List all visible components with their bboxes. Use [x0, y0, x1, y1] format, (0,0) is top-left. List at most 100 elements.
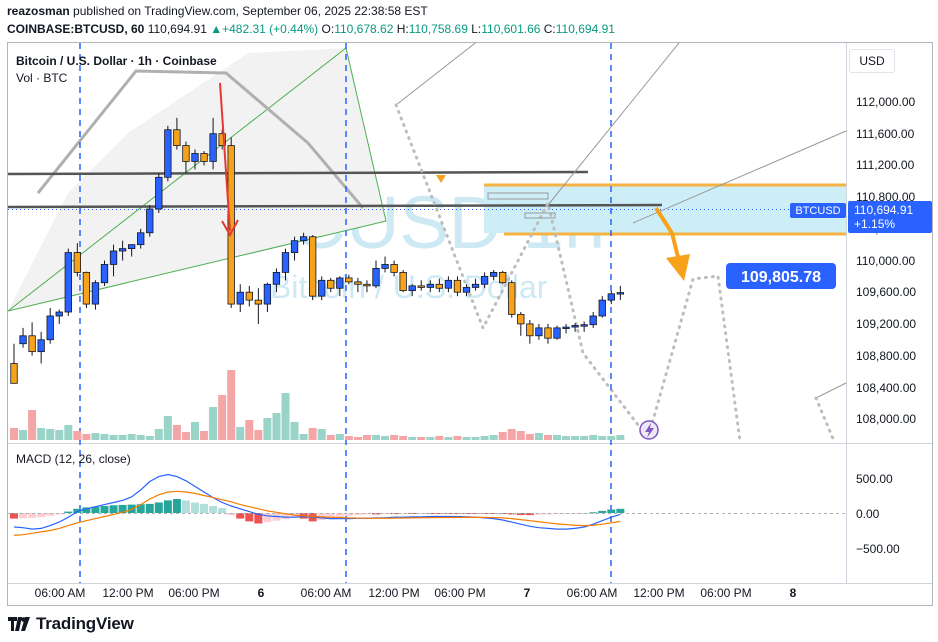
- volume-bar: [118, 435, 127, 440]
- time-tick-label: 06:00 PM: [434, 586, 485, 600]
- currency-button[interactable]: USD: [849, 49, 895, 73]
- candle-body: [480, 275, 489, 285]
- target-tag-bg: [726, 263, 836, 289]
- macd-hist-bar: [136, 504, 145, 513]
- volume-bar: [372, 435, 380, 440]
- trend-line-b: [547, 43, 680, 206]
- close-label: C:: [543, 22, 556, 36]
- author-name: reazosman: [7, 4, 70, 18]
- symbol-price-tag: BTCUSD: [790, 203, 846, 218]
- orange-arrow-shaft: [654, 206, 682, 266]
- candle-body: [91, 282, 100, 305]
- volume-bar: [498, 432, 507, 440]
- symbol-tag-bg: [790, 203, 846, 218]
- time-tick-label: 06:00 PM: [168, 586, 219, 600]
- close-value: 110,694.91: [555, 22, 615, 36]
- candle-body: [444, 279, 453, 289]
- volume-bar: [616, 435, 625, 440]
- down-marker: [436, 175, 446, 183]
- volume-bar: [344, 436, 353, 440]
- candle-body: [191, 153, 199, 162]
- volume-bar: [127, 434, 136, 440]
- macd-hist-bar: [200, 503, 209, 513]
- macd-hist-bar: [145, 503, 154, 513]
- projection-path-right: [814, 396, 836, 443]
- volume-bar: [362, 435, 371, 440]
- macd-tick-label: −500.00: [856, 542, 900, 556]
- volume-bar: [598, 436, 607, 440]
- candle-body: [571, 325, 579, 328]
- volume-bar: [408, 437, 417, 440]
- triangle-outline: [8, 47, 387, 312]
- macd-hist-bar: [10, 513, 18, 519]
- volume-bar: [326, 435, 335, 440]
- candle-body: [435, 283, 444, 289]
- macd-hist-bar: [607, 509, 616, 513]
- volume-bar: [10, 428, 18, 440]
- candle-body: [128, 244, 136, 250]
- volume-bar: [200, 431, 209, 440]
- candle-body: [64, 252, 72, 313]
- volume-bar: [589, 435, 598, 440]
- price-tick-label: 109,200.00: [856, 317, 916, 331]
- volume-bar: [299, 434, 308, 440]
- volume-bar: [154, 429, 163, 440]
- candle-body: [327, 279, 335, 289]
- candle-body: [182, 145, 190, 162]
- publish-text: published on TradingView.com, September …: [73, 4, 428, 18]
- macd-hist-bar: [543, 513, 552, 515]
- candle-body: [363, 283, 371, 287]
- candle-body: [417, 285, 425, 288]
- candle-body: [381, 264, 389, 269]
- volume-bar: [562, 436, 571, 440]
- candle-body: [489, 271, 498, 277]
- volume-bar: [209, 407, 218, 440]
- candle-body: [164, 129, 172, 178]
- high-label: H:: [396, 22, 409, 36]
- macd-hist-bar: [227, 513, 236, 516]
- macd-hist-bar: [181, 500, 190, 513]
- candle-body: [345, 277, 353, 283]
- orange-arrow-head: [666, 254, 690, 281]
- target-tag: 109,805.78: [741, 269, 821, 286]
- volume-bar: [46, 429, 55, 440]
- macd-hist-bar: [335, 513, 344, 518]
- candle-body: [109, 250, 118, 265]
- signal-line: [13, 490, 621, 536]
- candle-body: [336, 277, 344, 289]
- candle-body: [589, 315, 597, 326]
- price-tick-label: 108,000.00: [856, 412, 916, 426]
- macd-hist-bar: [163, 500, 172, 513]
- candle-body: [100, 264, 109, 284]
- volume-bar: [191, 422, 199, 440]
- legend-volume: Vol · BTC: [16, 71, 68, 85]
- candle-body: [290, 240, 299, 253]
- volume-bar: [525, 434, 534, 440]
- volume-bar: [480, 436, 489, 440]
- callout-box-b: [524, 212, 556, 219]
- volume-bar: [553, 435, 561, 440]
- macd-hist-bar: [381, 513, 390, 515]
- candle-body: [200, 153, 208, 162]
- candle-body: [218, 133, 226, 146]
- last-price-tag: 110,694.91: [854, 203, 913, 217]
- candle-body: [137, 232, 145, 246]
- macd-hist-bar: [417, 513, 426, 514]
- candle-body: [562, 326, 570, 329]
- candle-body: [73, 252, 81, 273]
- chart-frame[interactable]: BTCUSD 1h Bitcoin / U.S. Dollar 112,000.00…: [7, 42, 933, 606]
- macd-hist-bar: [91, 506, 100, 513]
- macd-hist-bar: [55, 513, 64, 515]
- macd-hist-bar: [209, 506, 218, 513]
- volume-bar: [290, 422, 299, 440]
- volume-bar: [245, 420, 254, 440]
- candle-body: [580, 324, 588, 327]
- volume-bar: [534, 433, 543, 440]
- ohlc-line: COINBASE:BTCUSD, 60 110,694.91 ▲+482.31 …: [7, 22, 615, 36]
- candle-body: [607, 293, 615, 301]
- volume-bar: [353, 437, 362, 440]
- macd-hist-bar: [507, 513, 516, 515]
- macd-hist-bar: [37, 513, 46, 518]
- callout-box-a: [487, 192, 549, 200]
